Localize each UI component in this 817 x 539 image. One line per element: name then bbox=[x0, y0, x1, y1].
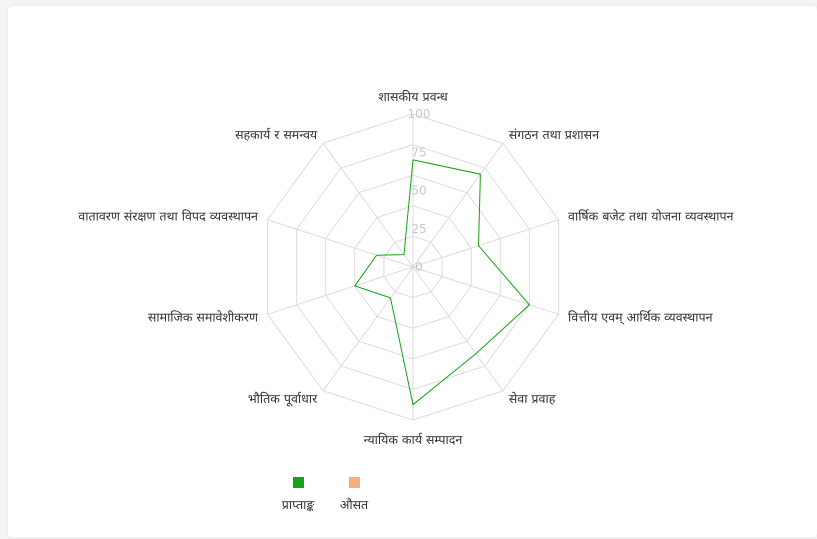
series-lines bbox=[354, 159, 531, 406]
tick-label: 0 bbox=[415, 260, 423, 274]
tick-label: 100 bbox=[408, 107, 431, 121]
radar-grid bbox=[267, 113, 559, 421]
tick-label: 25 bbox=[411, 222, 426, 236]
grid-spoke bbox=[412, 266, 559, 315]
legend-label[interactable]: औसत bbox=[340, 497, 369, 512]
tick-label: 75 bbox=[411, 145, 426, 159]
category-label: वातावरण संरक्षण तथा विपद व्यवस्थापन bbox=[78, 209, 259, 224]
legend-swatch[interactable] bbox=[349, 477, 360, 488]
tick-label: 50 bbox=[411, 184, 426, 198]
category-label: शासकीय प्रवन्ध bbox=[378, 89, 448, 104]
grid-spoke bbox=[412, 142, 504, 268]
category-label: संगठन तथा प्रशासन bbox=[509, 127, 600, 142]
category-label: भौतिक पूर्वाधार bbox=[248, 391, 318, 407]
category-label: न्यायिक कार्य सम्पादन bbox=[364, 432, 464, 447]
legend-label[interactable]: प्राप्ताङ्क bbox=[282, 497, 316, 512]
category-label: सहकार्य र समन्वय bbox=[235, 127, 318, 142]
category-label: वित्तीय एवम् आर्थिक व्यवस्थापन bbox=[568, 309, 714, 325]
grid-spoke bbox=[322, 266, 414, 392]
grid-spoke bbox=[267, 266, 414, 315]
radial-ticks: 0 25 50 75 100 bbox=[408, 107, 431, 274]
category-label: सामाजिक समावेशीकरण bbox=[148, 309, 259, 324]
category-label: सेवा प्रवाह bbox=[509, 391, 556, 406]
series-line bbox=[354, 159, 531, 406]
grid-spoke bbox=[322, 142, 414, 268]
grid-spoke bbox=[412, 219, 559, 268]
legend: प्राप्ताङ्क औसत bbox=[282, 477, 369, 512]
legend-swatch[interactable] bbox=[293, 477, 304, 488]
axis-labels: शासकीय प्रवन्ध संगठन तथा प्रशासन वार्षिक ब… bbox=[78, 89, 734, 447]
grid-spoke bbox=[267, 219, 414, 268]
grid-spoke bbox=[412, 266, 504, 392]
category-label: वार्षिक बजेट तथा योजना व्यवस्थापन bbox=[568, 209, 735, 224]
